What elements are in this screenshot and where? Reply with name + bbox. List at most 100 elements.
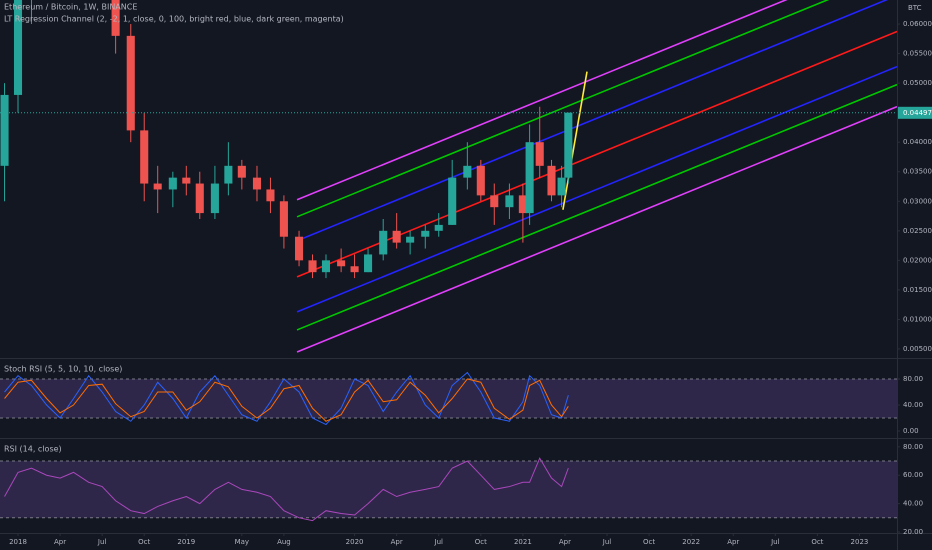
channel-line <box>296 65 897 313</box>
axes: 2018 Apr Jul Oct 2019 May Aug 2020 Apr Jul Oct 2021… <box>4 20 932 546</box>
x-tick-label: Oct <box>138 538 150 546</box>
candle-body <box>434 224 443 231</box>
candle-body <box>564 112 573 178</box>
band <box>0 461 897 518</box>
candle-body <box>490 195 499 208</box>
candle-body <box>476 165 485 196</box>
channel-line <box>296 0 788 201</box>
candle-body <box>195 183 204 214</box>
candle-body <box>379 230 388 255</box>
last-price-label: 0.044976 <box>903 109 932 117</box>
candle-body <box>0 94 9 166</box>
y-tick-label: 0.00 <box>903 427 919 435</box>
x-tick-label: Jul <box>770 538 780 546</box>
candle-body <box>463 165 472 178</box>
candle-body <box>308 260 317 273</box>
x-tick-label: 2019 <box>177 538 195 546</box>
candle-body <box>406 236 415 243</box>
candle-body <box>448 177 457 225</box>
candle-body <box>525 142 534 214</box>
x-tick-label: Apr <box>54 538 66 546</box>
channel-line <box>296 105 897 353</box>
candle-body <box>547 165 556 196</box>
candle-body <box>266 189 275 202</box>
candle-body <box>392 230 401 243</box>
candle-body <box>210 183 219 214</box>
candle-body <box>321 260 331 273</box>
channel-line <box>562 71 588 210</box>
indicator-title: LT Regression Channel (2, -2, 1, close, … <box>4 15 344 24</box>
candle-body <box>505 195 514 208</box>
pane-title: Stoch RSI (5, 5, 10, 10, close) <box>4 365 122 374</box>
candle-body <box>224 165 233 184</box>
candle-body <box>295 236 304 261</box>
candle-body <box>279 201 288 237</box>
x-tick-label: May <box>235 538 249 546</box>
candle-body <box>182 177 191 184</box>
band <box>0 378 897 419</box>
x-tick-label: 2021 <box>514 538 532 546</box>
x-tick-label: Apr <box>559 538 571 546</box>
indicator-line <box>4 457 569 522</box>
y-tick-label: 40.00 <box>903 401 923 409</box>
indicator-line <box>4 371 569 426</box>
x-tick-label: 2020 <box>346 538 364 546</box>
pane-title: RSI (14, close) <box>4 445 62 454</box>
candle-body <box>337 260 346 267</box>
y-tick-label: 60.00 <box>903 471 923 479</box>
last-price-box <box>898 106 932 119</box>
candle-body <box>518 195 527 214</box>
candle-body <box>111 0 120 36</box>
candle-body <box>421 230 430 237</box>
x-tick-label: 2022 <box>682 538 700 546</box>
y-tick-label: 40.00 <box>903 500 923 508</box>
candle-body <box>535 142 544 166</box>
candle-body <box>153 183 162 190</box>
candle-body <box>252 177 262 190</box>
symbol-title: Ethereum / Bitcoin, 1W, BINANCE <box>4 3 137 12</box>
candle-body <box>168 177 177 190</box>
channel-line <box>296 0 889 242</box>
x-tick-label: Oct <box>811 538 823 546</box>
candle-body <box>364 254 373 273</box>
candle-body <box>350 266 359 273</box>
candle-body <box>237 165 246 178</box>
currency: BTC <box>908 4 922 12</box>
x-tick-label: Oct <box>475 538 487 546</box>
candle-body <box>140 130 149 184</box>
x-tick-label: Aug <box>277 538 291 546</box>
x-tick-label: 2023 <box>851 538 869 546</box>
candle-body <box>557 177 566 196</box>
x-tick-label: Jul <box>97 538 107 546</box>
x-tick-label: 2018 <box>9 538 27 546</box>
y-tick-label: 80.00 <box>903 443 923 451</box>
x-tick-label: Jul <box>602 538 612 546</box>
candle-body <box>13 0 23 95</box>
x-tick-label: Apr <box>727 538 739 546</box>
stoch-pane <box>0 371 897 426</box>
y-tick-label: 80.00 <box>903 375 923 383</box>
x-tick-label: Apr <box>391 538 403 546</box>
rsi-pane <box>0 457 897 522</box>
indicator-line <box>4 378 569 422</box>
y-tick-label: 20.00 <box>903 528 923 536</box>
candle-body <box>126 35 135 131</box>
channel-line <box>296 0 830 218</box>
x-tick-label: Jul <box>434 538 444 546</box>
x-tick-label: Oct <box>643 538 655 546</box>
price-pane <box>0 0 897 353</box>
y-tick-label: 0.060000 <box>903 20 932 28</box>
channel-line <box>296 83 897 331</box>
